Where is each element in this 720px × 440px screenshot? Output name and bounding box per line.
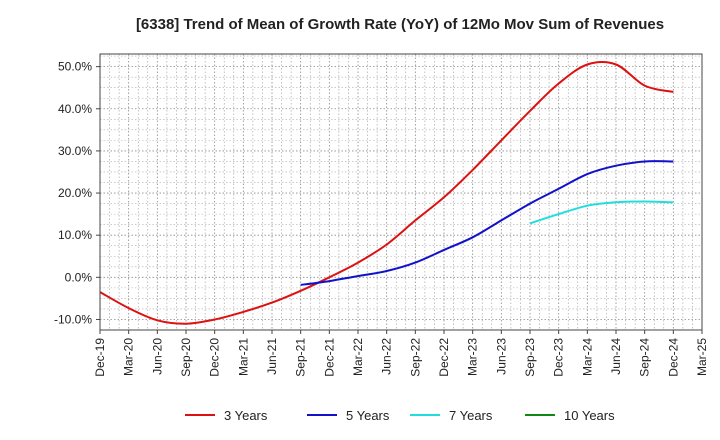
legend-label: 7 Years <box>449 408 493 423</box>
x-tick-label: Mar-20 <box>122 338 136 376</box>
legend-label: 5 Years <box>346 408 390 423</box>
x-tick-label: Jun-22 <box>380 338 394 375</box>
series-line-7-years <box>529 200 674 225</box>
x-tick-label: Mar-21 <box>236 338 250 376</box>
legend-item-5-years: 5 Years <box>307 408 390 423</box>
x-tick-label: Dec-20 <box>208 338 222 377</box>
x-tick-label: Sep-20 <box>179 338 193 377</box>
x-tick-label: Sep-21 <box>294 338 308 377</box>
x-tick-label: Dec-24 <box>666 338 680 377</box>
chart-title: [6338] Trend of Mean of Growth Rate (YoY… <box>136 16 664 33</box>
legend-item-7-years: 7 Years <box>410 408 493 423</box>
plot-frame <box>99 53 703 331</box>
legend-item-10-years: 10 Years <box>525 408 615 423</box>
x-tick-label: Sep-22 <box>408 338 422 377</box>
y-tick-label: -10.0% <box>54 312 92 326</box>
y-tick-label: 10.0% <box>58 228 92 242</box>
x-tick-label: Jun-21 <box>265 338 279 375</box>
legend-item-3-years: 3 Years <box>185 408 268 423</box>
legend-label: 10 Years <box>564 408 615 423</box>
x-tick-label: Dec-23 <box>552 338 566 377</box>
x-tick-label: Sep-23 <box>523 338 537 377</box>
x-tick-label: Dec-22 <box>437 338 451 377</box>
grid-lines <box>99 54 703 330</box>
y-tick-label: 50.0% <box>58 60 92 74</box>
legend: 3 Years 5 Years 7 Years 10 Years <box>185 408 615 423</box>
series-line-5-years <box>300 160 674 286</box>
series-lines <box>99 61 674 325</box>
x-tick-label: Sep-24 <box>638 338 652 377</box>
x-tick-label: Mar-23 <box>466 338 480 376</box>
x-axis-ticks: Dec-19 Mar-20 Jun-20 Sep-20 Dec-20 Mar-21 Jun-… <box>93 330 709 377</box>
x-tick-label: Jun-24 <box>609 338 623 375</box>
x-tick-label: Jun-20 <box>150 338 164 375</box>
x-tick-label: Dec-19 <box>93 338 107 377</box>
y-tick-label: 30.0% <box>58 144 92 158</box>
y-axis-ticks: -10.0% 0.0% 10.0% 20.0% 30.0% 40.0% 50.0% <box>54 60 100 326</box>
x-tick-label: Mar-24 <box>580 338 594 376</box>
x-tick-label: Dec-21 <box>322 338 336 377</box>
y-tick-label: 0.0% <box>65 270 93 284</box>
y-tick-label: 20.0% <box>58 186 92 200</box>
series-line-3-years <box>99 61 674 325</box>
x-tick-label: Jun-23 <box>494 338 508 375</box>
x-tick-label: Mar-25 <box>695 338 709 376</box>
x-tick-label: Mar-22 <box>351 338 365 376</box>
legend-label: 3 Years <box>224 408 268 423</box>
y-tick-label: 40.0% <box>58 102 92 116</box>
